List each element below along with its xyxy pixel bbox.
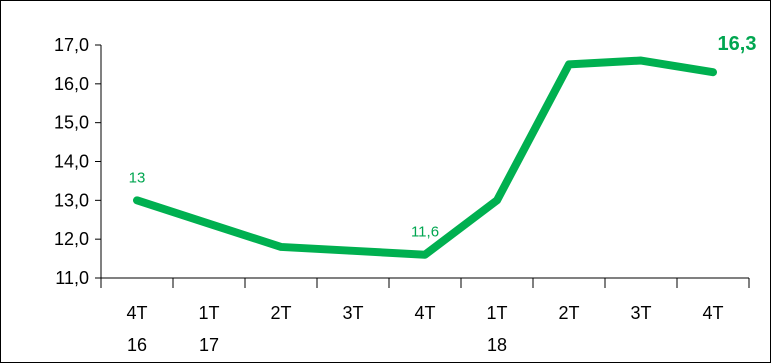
data-label: 13: [129, 169, 146, 186]
x-tick-labels: 4T 16 1T 17 2T 3T 4T 1T 18 2T 3T 4T: [126, 303, 723, 355]
y-tick-labels: 11,0 12,0 13,0 14,0 15,0 16,0 17,0: [54, 35, 89, 288]
x-tick-label: 3T: [630, 303, 651, 323]
y-tick-label: 11,0: [55, 268, 89, 288]
x-tick-label-year: 17: [199, 335, 219, 355]
x-tick-label: 4T: [702, 303, 723, 323]
data-label: 11,6: [411, 224, 439, 241]
x-tick-label: 2T: [270, 303, 291, 323]
y-tick-label: 12,0: [54, 229, 89, 249]
y-tick-label: 16,0: [54, 74, 89, 94]
y-tick-label: 13,0: [54, 190, 89, 210]
x-tick-label: 3T: [342, 303, 363, 323]
x-tick-label: 2T: [558, 303, 579, 323]
x-tick-label: 1T: [486, 303, 507, 323]
x-tick-label-year: 18: [487, 335, 507, 355]
x-tick-label-year: 16: [127, 335, 147, 355]
data-label: 16,3: [718, 33, 757, 55]
x-tick-label: 4T: [414, 303, 435, 323]
x-tick-label: 1T: [198, 303, 219, 323]
y-tick-label: 15,0: [54, 113, 89, 133]
x-tick-label: 4T: [126, 303, 147, 323]
y-tick-label: 14,0: [54, 152, 89, 172]
y-tick-label: 17,0: [54, 35, 89, 55]
